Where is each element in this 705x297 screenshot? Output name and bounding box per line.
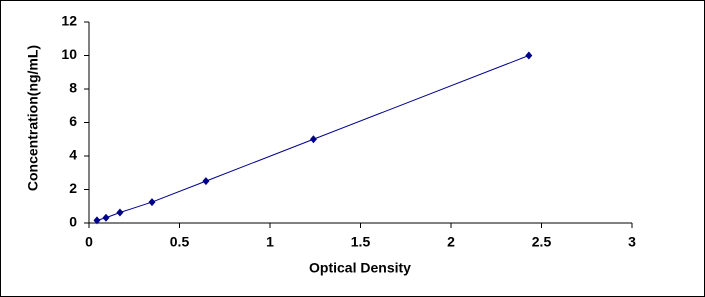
x-tick-label: 2.5 [532,234,552,250]
point [102,213,110,222]
y-tick-label: 6 [69,113,77,129]
x-tick-label: 2 [447,234,455,250]
point [148,198,156,207]
y-tick-label: 8 [69,80,77,96]
x-tick-label: 1.5 [351,234,371,250]
y-tick-label: 0 [69,214,77,230]
x-tick-label: 3 [628,234,636,250]
y-tick-label: 12 [61,13,77,29]
y-tick-label: 4 [69,147,77,163]
x-tick-label: 0 [85,234,93,250]
x-axis-label: Optical Density [309,260,411,276]
y-tick-label: 2 [69,180,77,196]
point [525,51,533,60]
point [309,135,317,144]
point [116,208,124,217]
y-tick-label: 10 [61,46,77,62]
point [202,177,210,186]
y-axis-label: Concentration(ng/mL) [25,45,41,191]
x-tick-label: 1 [266,234,274,250]
x-tick-label: 0.5 [170,234,190,250]
point [93,216,101,225]
